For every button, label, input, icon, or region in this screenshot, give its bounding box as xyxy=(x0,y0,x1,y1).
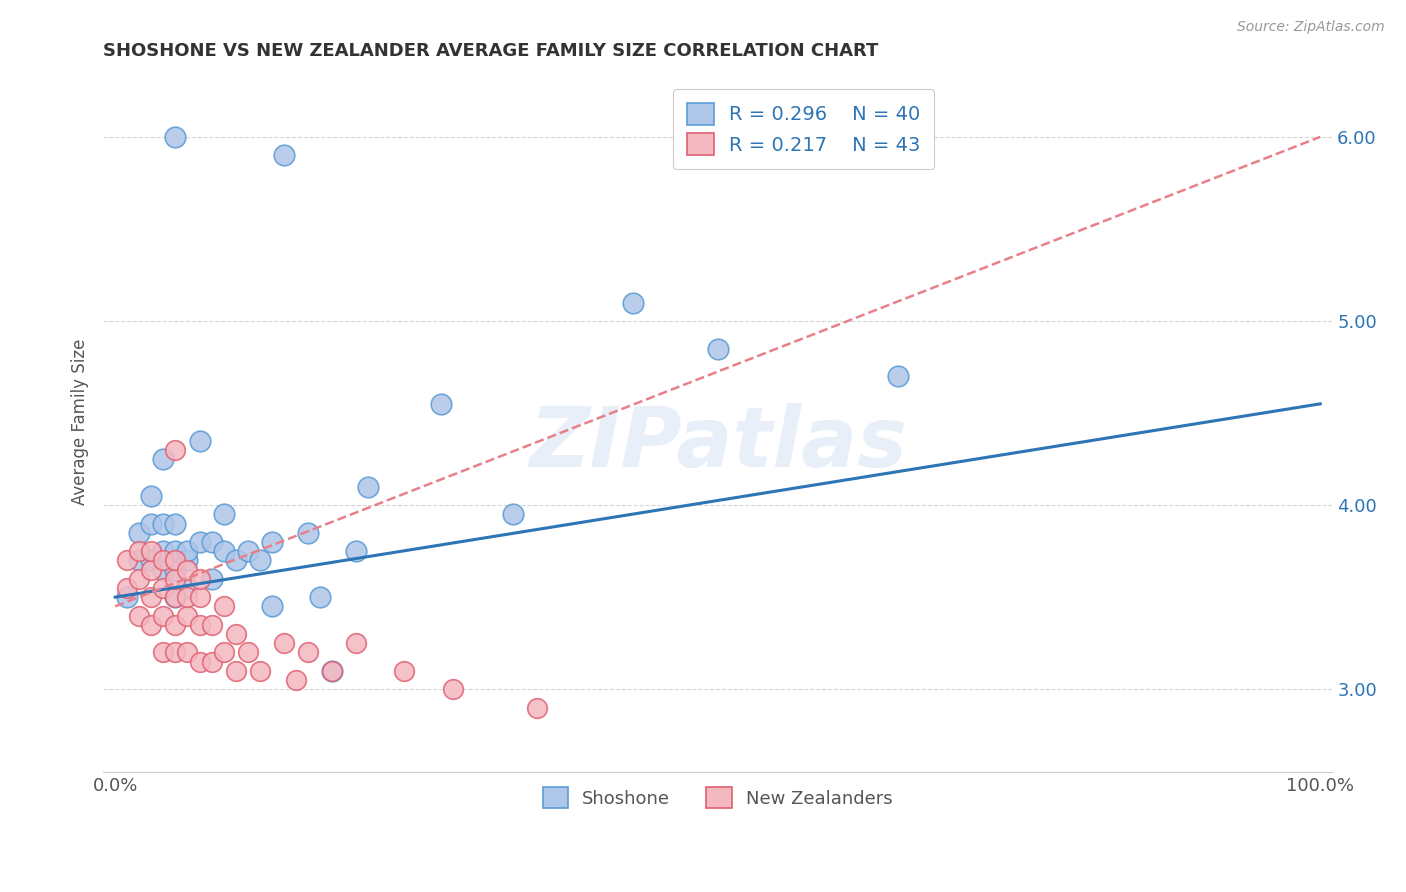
Point xyxy=(141,553,163,567)
Point xyxy=(887,369,910,384)
Point xyxy=(200,572,222,586)
Point xyxy=(128,553,150,567)
Point xyxy=(165,516,187,531)
Point xyxy=(152,553,174,567)
Text: Source: ZipAtlas.com: Source: ZipAtlas.com xyxy=(1237,20,1385,34)
Point xyxy=(502,508,524,522)
Point xyxy=(176,590,198,604)
Point xyxy=(188,655,211,669)
Point xyxy=(273,636,295,650)
Y-axis label: Average Family Size: Average Family Size xyxy=(72,339,89,506)
Point xyxy=(141,544,163,558)
Point xyxy=(141,590,163,604)
Point xyxy=(165,442,187,457)
Point xyxy=(141,489,163,503)
Point xyxy=(152,581,174,595)
Point xyxy=(621,295,644,310)
Point xyxy=(526,700,548,714)
Point xyxy=(141,563,163,577)
Point xyxy=(344,544,367,558)
Point xyxy=(165,590,187,604)
Point xyxy=(236,544,259,558)
Point xyxy=(188,572,211,586)
Point xyxy=(128,525,150,540)
Point xyxy=(176,608,198,623)
Point xyxy=(321,664,343,678)
Point xyxy=(200,535,222,549)
Point xyxy=(441,682,464,697)
Point xyxy=(297,645,319,659)
Point xyxy=(165,617,187,632)
Point xyxy=(165,563,187,577)
Point xyxy=(429,397,451,411)
Point xyxy=(394,664,416,678)
Point xyxy=(225,664,247,678)
Point xyxy=(200,617,222,632)
Point xyxy=(188,434,211,448)
Point xyxy=(188,617,211,632)
Point xyxy=(706,342,728,356)
Point xyxy=(141,516,163,531)
Point xyxy=(188,535,211,549)
Point xyxy=(165,544,187,558)
Point xyxy=(344,636,367,650)
Point xyxy=(115,590,138,604)
Point xyxy=(236,645,259,659)
Point xyxy=(152,645,174,659)
Point xyxy=(152,563,174,577)
Point xyxy=(165,572,187,586)
Point xyxy=(212,508,235,522)
Point xyxy=(141,617,163,632)
Point xyxy=(128,544,150,558)
Point xyxy=(212,544,235,558)
Point xyxy=(176,645,198,659)
Point xyxy=(260,535,283,549)
Point xyxy=(273,148,295,162)
Point xyxy=(152,516,174,531)
Point xyxy=(309,590,332,604)
Point xyxy=(176,563,198,577)
Point xyxy=(212,645,235,659)
Point xyxy=(321,664,343,678)
Text: SHOSHONE VS NEW ZEALANDER AVERAGE FAMILY SIZE CORRELATION CHART: SHOSHONE VS NEW ZEALANDER AVERAGE FAMILY… xyxy=(103,42,879,60)
Point xyxy=(284,673,307,687)
Point xyxy=(115,581,138,595)
Point xyxy=(225,553,247,567)
Point xyxy=(165,645,187,659)
Legend: Shoshone, New Zealanders: Shoshone, New Zealanders xyxy=(536,780,900,815)
Point xyxy=(297,525,319,540)
Point xyxy=(200,655,222,669)
Point xyxy=(176,553,198,567)
Point xyxy=(260,599,283,614)
Text: ZIPatlas: ZIPatlas xyxy=(529,403,907,483)
Point xyxy=(165,129,187,144)
Point xyxy=(176,544,198,558)
Point xyxy=(249,553,271,567)
Point xyxy=(165,590,187,604)
Point xyxy=(152,608,174,623)
Point xyxy=(128,572,150,586)
Point xyxy=(128,608,150,623)
Point xyxy=(152,452,174,467)
Point xyxy=(212,599,235,614)
Point xyxy=(165,553,187,567)
Point xyxy=(249,664,271,678)
Point xyxy=(115,553,138,567)
Point xyxy=(152,544,174,558)
Point xyxy=(188,590,211,604)
Point xyxy=(357,480,380,494)
Point xyxy=(176,581,198,595)
Point xyxy=(225,627,247,641)
